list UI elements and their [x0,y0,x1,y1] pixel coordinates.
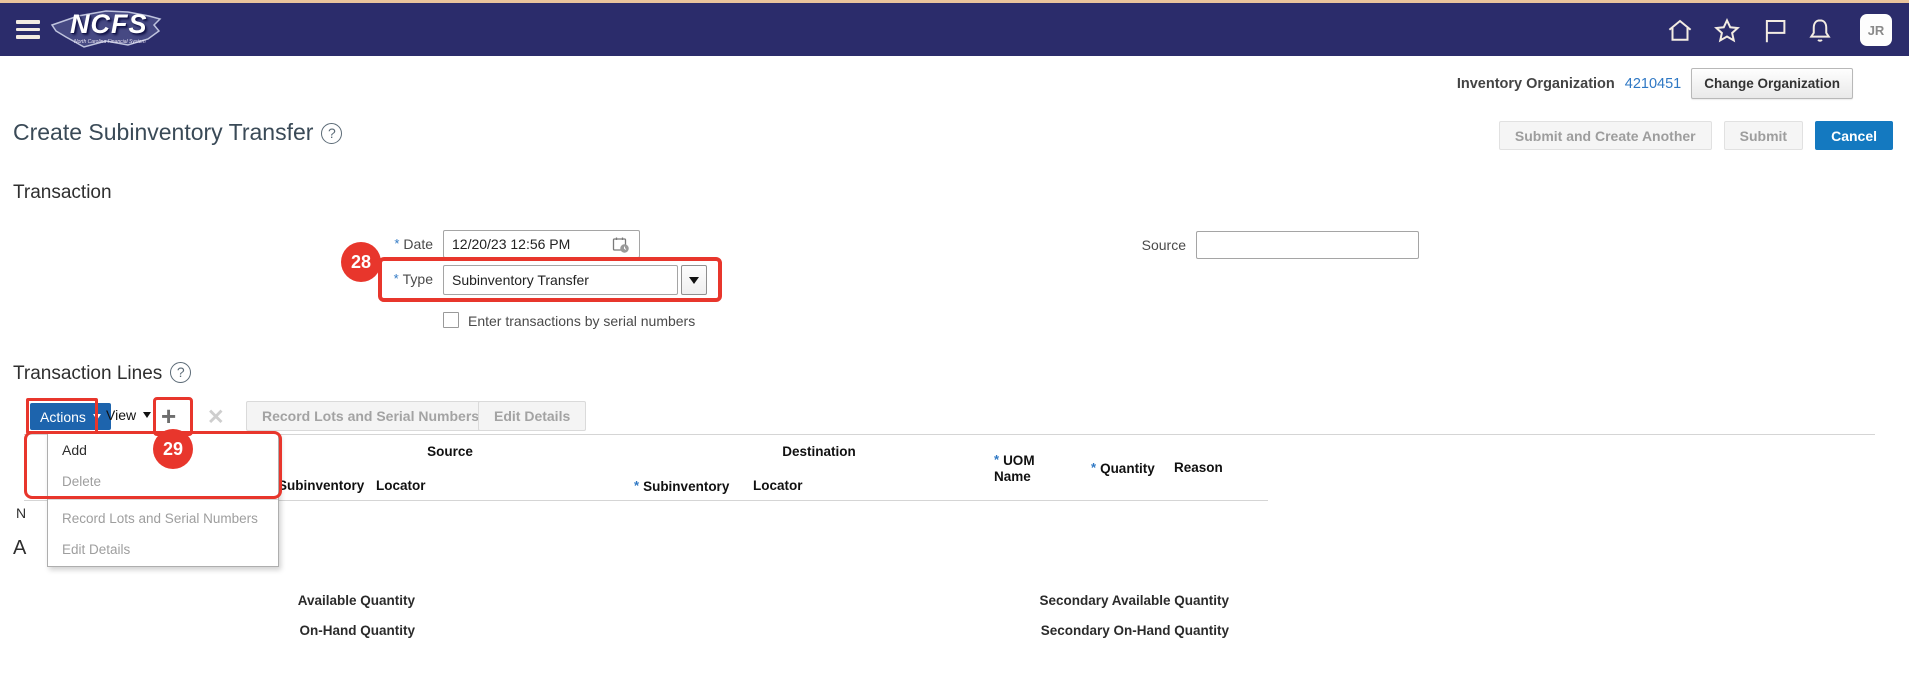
required-marker: * [1091,460,1097,475]
quantity-text: Quantity [1100,461,1155,476]
date-label-text: Date [403,236,433,252]
serial-numbers-checkbox-label: Enter transactions by serial numbers [468,313,696,329]
actions-dropdown-menu: Add Delete Record Lots and Serial Number… [47,433,279,567]
required-marker: * [634,478,640,493]
edit-details-button[interactable]: Edit Details [478,401,587,431]
dest-subinventory-text: Subinventory [643,479,730,494]
transaction-lines-help-icon[interactable]: ? [170,362,192,383]
page-help-icon[interactable]: ? [321,123,343,144]
chevron-down-icon [92,413,101,420]
actions-menu-button[interactable]: Actions [30,403,111,430]
favorites-star-icon[interactable] [1712,16,1742,46]
secondary-on-hand-quantity-label: Secondary On-Hand Quantity [1040,623,1229,638]
page-title: Create Subinventory Transfer? [13,119,343,146]
transaction-section-heading: Transaction [13,182,112,203]
nc-state-outline-icon [50,10,162,48]
page-title-text: Create Subinventory Transfer [13,119,314,145]
logo-subtext: North Carolina Financial System [74,39,146,45]
source-input[interactable] [1196,231,1419,259]
menu-item-record-lots: Record Lots and Serial Numbers [62,511,258,526]
secondary-available-quantity-label: Secondary Available Quantity [1039,593,1229,608]
delete-row-x-icon: ✕ [207,406,225,429]
menu-item-edit-details: Edit Details [62,542,131,557]
source-subinventory-column-header: Subinventory [278,478,365,493]
chevron-down-icon [143,412,152,418]
source-group-header: Source [427,444,473,459]
add-row-plus-icon[interactable]: + [161,401,177,431]
type-input[interactable] [443,265,678,295]
view-menu-button[interactable]: View [106,407,152,423]
date-picker-calendar-icon[interactable] [612,236,630,259]
transaction-lines-heading-text: Transaction Lines [13,363,163,384]
change-organization-button[interactable]: Change Organization [1691,68,1853,99]
destination-subinventory-column-header: * Subinventory [634,478,729,494]
source-field-label: Source [1141,237,1186,253]
uom-name-text: UOM Name [994,453,1035,484]
notifications-bell-icon[interactable] [1805,16,1835,46]
quantity-column-header: * Quantity [1091,460,1155,476]
view-button-label: View [106,407,137,423]
hamburger-menu-icon[interactable] [16,20,40,39]
home-icon[interactable] [1665,16,1695,46]
type-dropdown-button[interactable] [681,265,707,295]
inventory-organization-bar: Inventory Organization 4210451 Change Or… [1457,68,1853,99]
menu-separator [48,499,278,500]
window-top-edge [0,0,1909,3]
submit-and-create-another-button[interactable]: Submit and Create Another [1498,121,1712,150]
cancel-button[interactable]: Cancel [1815,121,1893,150]
date-input[interactable] [443,230,640,258]
destination-locator-column-header: Locator [753,478,803,493]
date-field-label: * Date [300,236,433,252]
table-header-divider [24,500,1268,501]
logo-text: NCFS [70,9,148,39]
app-header-bar: NCFS North Carolina Financial System JR [0,3,1909,56]
inventory-organization-label: Inventory Organization [1456,75,1615,92]
user-avatar[interactable]: JR [1860,14,1892,46]
menu-item-add[interactable]: Add [62,442,87,458]
chevron-down-icon [689,276,699,284]
submit-button[interactable]: Submit [1723,121,1804,150]
required-marker: * [393,271,399,286]
actions-button-label: Actions [40,408,86,425]
type-label-text: Type [402,271,433,287]
toolbar-divider [24,434,1875,435]
required-marker: * [394,236,400,251]
partial-text-a: A [13,537,27,559]
type-field-label: * Type [300,271,433,287]
serial-numbers-checkbox[interactable] [443,312,459,328]
conversations-flag-icon[interactable] [1760,16,1790,46]
on-hand-quantity-label: On-Hand Quantity [299,623,416,638]
required-marker: * [994,452,1000,467]
page-action-buttons: Submit and Create Another Submit Cancel [1498,121,1893,150]
reason-column-header: Reason [1174,460,1223,475]
ncfs-logo[interactable]: NCFS North Carolina Financial System [48,5,168,55]
menu-item-delete: Delete [62,474,102,489]
transaction-lines-heading: Transaction Lines? [13,362,192,385]
inventory-organization-value-link[interactable]: 4210451 [1624,75,1682,92]
source-locator-column-header: Locator [376,478,426,493]
record-lots-serial-numbers-button[interactable]: Record Lots and Serial Numbers [246,401,496,431]
uom-name-column-header: * UOM Name [994,452,1052,485]
partial-text-n: N [16,505,27,521]
available-quantity-label: Available Quantity [297,593,415,608]
destination-group-header: Destination [782,444,856,459]
